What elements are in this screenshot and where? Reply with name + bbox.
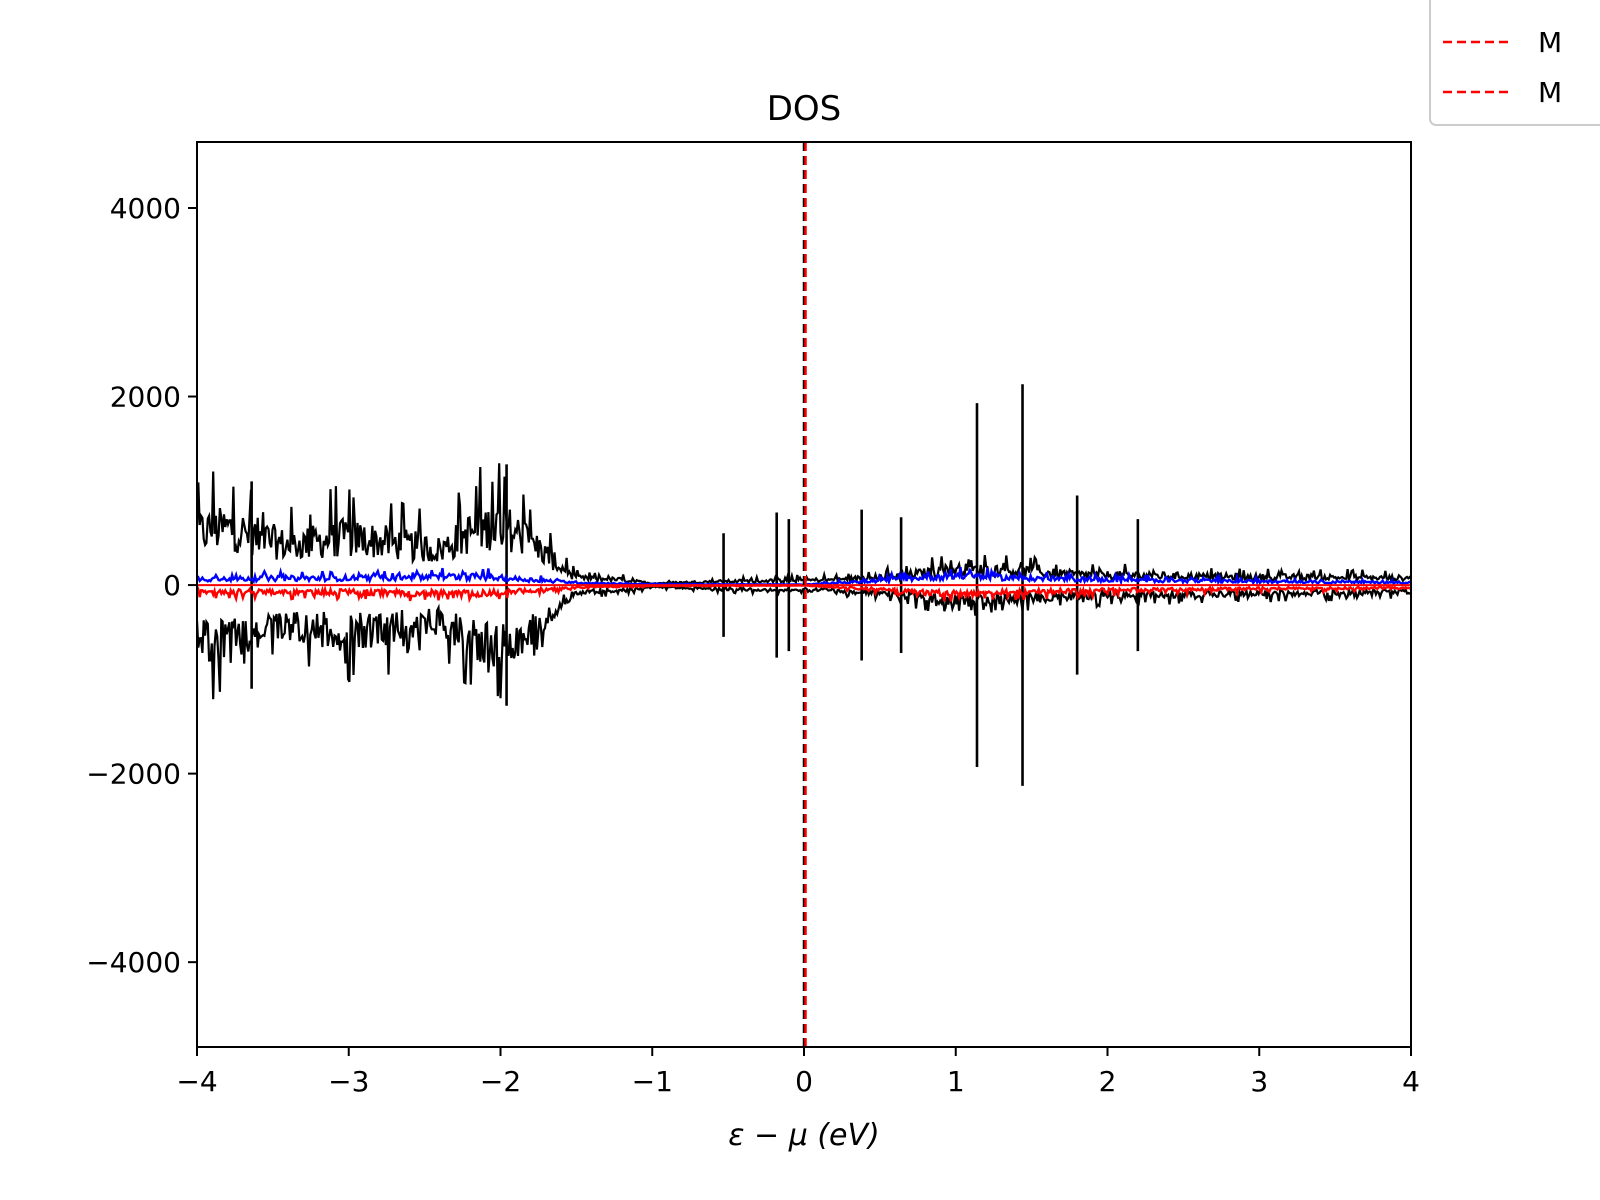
- y-tick-label: 4000: [110, 192, 181, 225]
- plot-area: [197, 142, 1411, 1047]
- y-tick-label: −4000: [86, 946, 181, 979]
- chart-title: DOS: [767, 89, 842, 129]
- y-tick-label: 2000: [110, 381, 181, 414]
- legend: MM: [1429, 0, 1600, 126]
- y-axis-ticks: 4000 2000 0 −2000 −4000: [86, 192, 197, 979]
- legend-label: M: [1538, 76, 1562, 109]
- x-tick-label: 0: [795, 1065, 813, 1098]
- y-tick-label: 0: [163, 569, 181, 602]
- x-tick-label: 4: [1402, 1065, 1420, 1098]
- plot-frame: [196, 141, 1412, 1048]
- x-tick-label: −1: [632, 1065, 673, 1098]
- x-axis-label: ε − μ (eV): [728, 1118, 879, 1153]
- x-tick-label: −4: [176, 1065, 217, 1098]
- x-tick-label: −2: [480, 1065, 521, 1098]
- legend-box: [1429, 0, 1600, 126]
- legend-label: M: [1538, 26, 1562, 59]
- x-tick-label: 2: [1099, 1065, 1117, 1098]
- series-0-lower-line: [197, 584, 1411, 700]
- x-tick-label: 1: [947, 1065, 965, 1098]
- x-axis-ticks: −4 −3 −2 −1 0 1 2 3 4: [176, 1047, 1420, 1098]
- x-tick-label: 3: [1250, 1065, 1268, 1098]
- y-tick-label: −2000: [86, 758, 181, 791]
- x-tick-label: −3: [328, 1065, 369, 1098]
